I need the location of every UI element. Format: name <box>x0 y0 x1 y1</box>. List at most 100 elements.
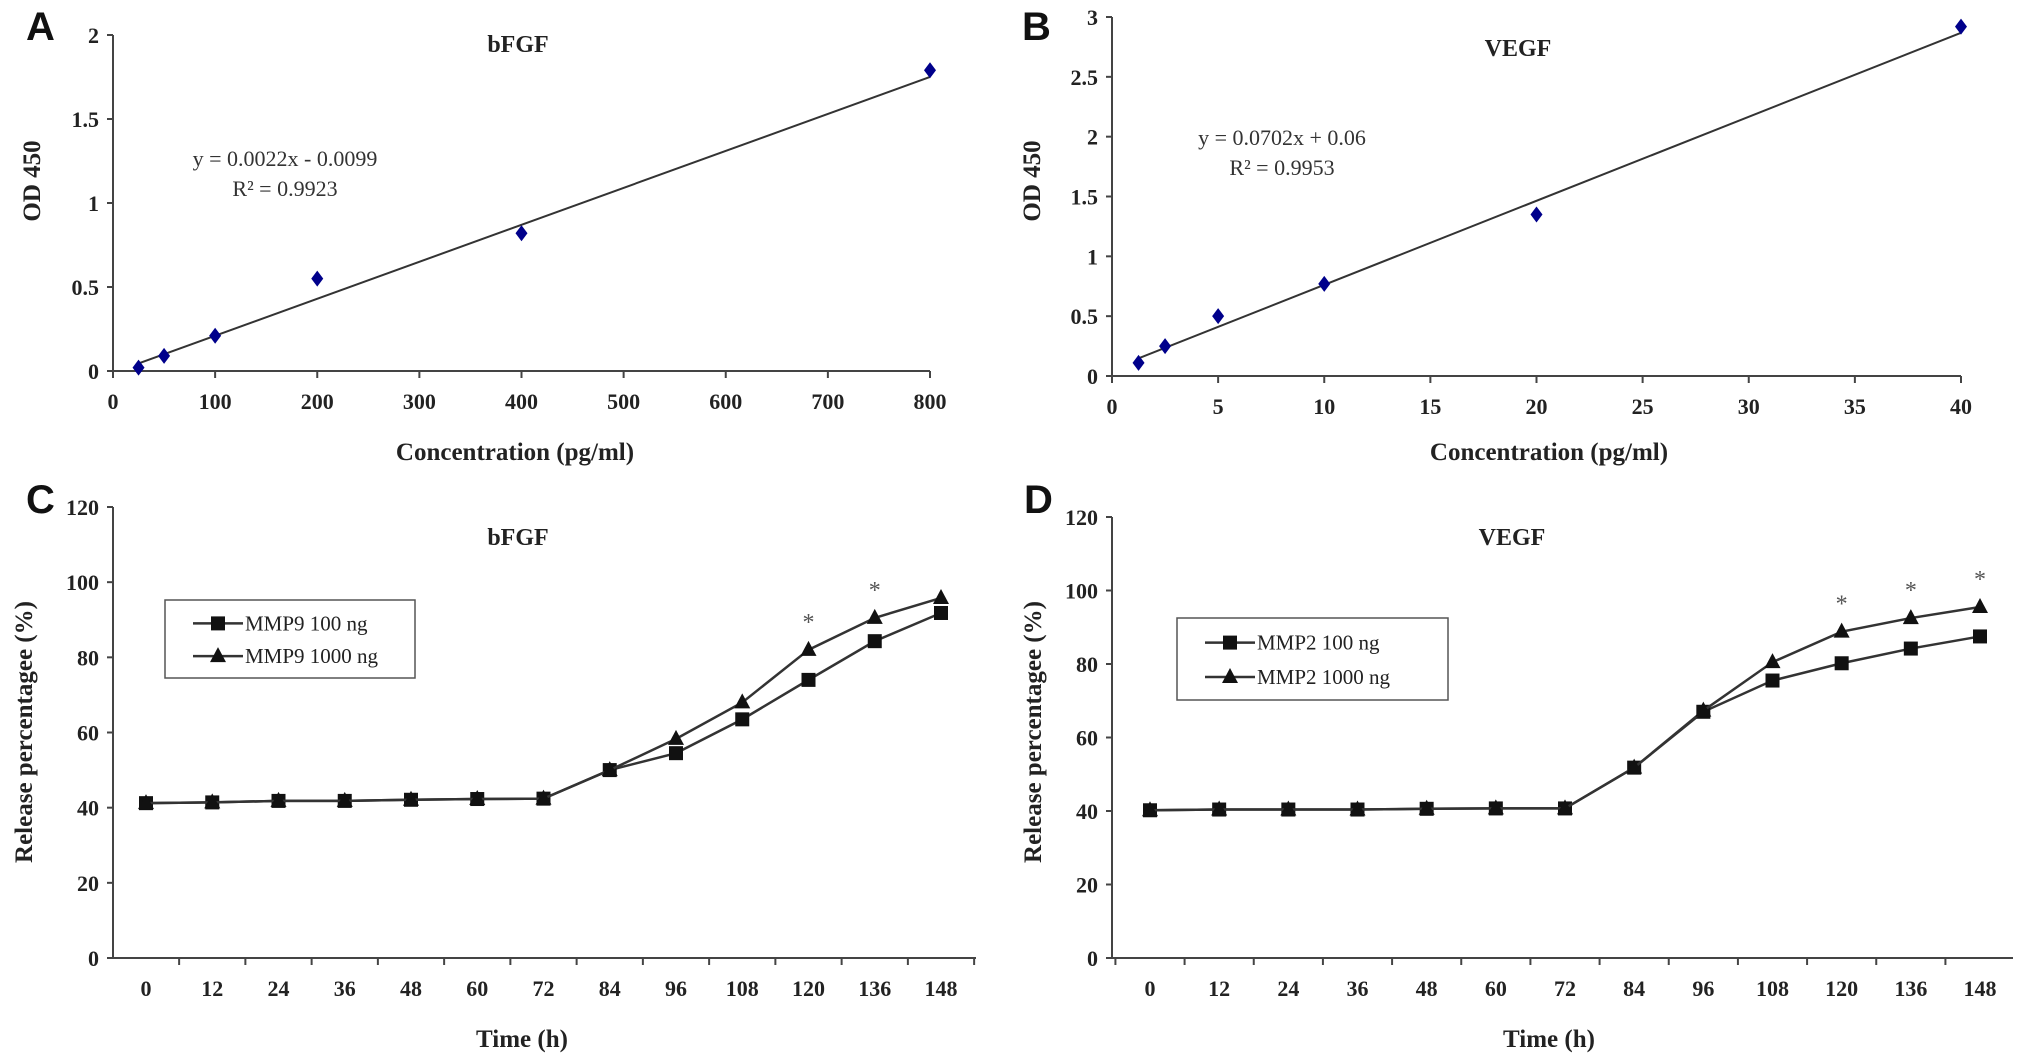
x-axis-label: Time (h) <box>1503 1026 1595 1053</box>
data-point <box>1318 275 1331 292</box>
x-tick-label: 20 <box>1526 394 1548 419</box>
data-point <box>1132 354 1145 371</box>
y-axis-label: Release percentagee (%) <box>1020 601 1047 863</box>
significance-star: * <box>1905 578 1917 604</box>
panel-d: D 0 20 40 60 80 100 120 0 12 24 36 48 60 72 84 96 108 120 1… <box>1020 478 2013 1053</box>
panel-c: C 0 20 40 60 80 100 120 0 12 24 36 48 60 72 84 96 108 120 1… <box>11 478 976 1053</box>
y-tick-label: 1 <box>1087 244 1098 269</box>
data-point-square <box>669 746 683 761</box>
y-tick-label: 0 <box>88 359 99 384</box>
legend-marker-triangle <box>1222 668 1238 684</box>
x-tick-label: 148 <box>1964 976 1997 1001</box>
y-tick-label: 80 <box>77 645 99 670</box>
y-axis-label: Release percentagee (%) <box>11 601 38 863</box>
data-point-square <box>735 712 750 727</box>
data-point-triangle <box>1833 622 1850 638</box>
y-tick-label: 120 <box>66 495 99 520</box>
data-point-triangle <box>668 729 684 745</box>
legend: MMP9 100 ng MMP9 1000 ng <box>164 599 416 679</box>
data-point-triangle <box>469 790 486 806</box>
trendline-equation: y = 0.0022x - 0.0099 <box>193 146 378 171</box>
significance-star: * <box>1836 592 1848 618</box>
data-point <box>515 225 528 242</box>
data-point-square <box>801 672 816 687</box>
y-tick-label: 120 <box>1065 505 1098 530</box>
data-point-square <box>1903 641 1918 656</box>
x-tick-label: 100 <box>199 389 232 414</box>
data-point-triangle <box>1557 799 1573 815</box>
data-point <box>1955 18 1967 35</box>
data-point-triangle <box>138 794 154 810</box>
y-axis-label: OD 450 <box>1019 140 1046 221</box>
data-point-triangle <box>1418 799 1435 815</box>
x-tick-label: 48 <box>1416 976 1438 1001</box>
x-tick-label: 84 <box>599 976 621 1001</box>
legend-label: MMP2 100 ng <box>1257 631 1380 655</box>
data-point-triangle <box>336 791 353 807</box>
x-tick-label: 72 <box>1554 976 1576 1001</box>
data-point-square <box>1973 629 1987 644</box>
data-point-triangle <box>403 790 419 806</box>
y-tick-label: 1 <box>88 191 99 216</box>
legend-box <box>164 599 416 679</box>
y-axis-label: OD 450 <box>19 140 46 221</box>
x-tick-label: 600 <box>709 389 742 414</box>
data-point <box>158 347 171 364</box>
data-point-triangle <box>1972 598 1988 614</box>
y-tick-label: 60 <box>1076 726 1098 751</box>
data-point-square <box>934 605 948 620</box>
data-point <box>209 327 222 344</box>
legend-marker-triangle <box>210 647 226 663</box>
data-point-triangle <box>270 791 287 807</box>
x-tick-label: 10 <box>1313 394 1335 419</box>
y-tick-label: 0.5 <box>1071 304 1099 329</box>
x-tick-label: 96 <box>665 976 687 1001</box>
legend-label: MMP9 1000 ng <box>245 644 379 668</box>
data-point-triangle <box>1142 801 1158 817</box>
x-axis-label: Concentration (pg/ml) <box>1430 439 1668 466</box>
y-tick-label: 2.5 <box>1071 65 1099 90</box>
data-point <box>1159 338 1172 355</box>
panel-b: B00.511.522.530 5 10 15 20 25 30 35 40VEGFConcen… <box>1019 5 1972 466</box>
x-tick-label: 35 <box>1844 394 1866 419</box>
x-tick-label: 15 <box>1419 394 1441 419</box>
x-tick-label: 60 <box>1485 976 1507 1001</box>
data-point-square <box>867 634 882 649</box>
y-tick-label: 2 <box>1087 125 1098 150</box>
data-point-triangle <box>1902 609 1919 625</box>
y-tick-label: 100 <box>66 570 99 595</box>
legend-label: MMP9 100 ng <box>245 611 368 635</box>
y-tick-label: 80 <box>1076 652 1098 677</box>
data-point-triangle <box>1280 800 1297 816</box>
x-tick-label: 24 <box>1277 976 1299 1001</box>
x-tick-label: 36 <box>1347 976 1369 1001</box>
y-tick-label: 0.5 <box>72 275 100 300</box>
data-point-triangle <box>1487 799 1504 815</box>
legend-marker-square <box>211 616 225 631</box>
y-tick-label: 40 <box>1076 799 1098 824</box>
data-point <box>311 270 324 287</box>
x-tick-label: 84 <box>1623 976 1645 1001</box>
x-axis-label: Time (h) <box>476 1026 568 1053</box>
legend: MMP2 100 ng MMP2 1000 ng <box>1176 617 1449 701</box>
x-tick-label: 40 <box>1950 394 1972 419</box>
x-tick-label: 500 <box>607 389 640 414</box>
y-tick-label: 1.5 <box>1071 185 1099 210</box>
x-tick-label: 148 <box>925 976 958 1001</box>
significance-star: * <box>803 610 815 636</box>
x-tick-label: 300 <box>403 389 436 414</box>
y-tick-label: 0 <box>88 946 99 971</box>
x-tick-label: 72 <box>533 976 555 1001</box>
x-tick-label: 200 <box>301 389 334 414</box>
x-tick-label: 120 <box>1825 976 1858 1001</box>
x-tick-label: 48 <box>400 976 422 1001</box>
data-point-triangle <box>1349 800 1366 816</box>
data-point-square <box>1834 656 1849 671</box>
chart-title: bFGF <box>487 32 548 58</box>
data-point-triangle <box>1211 800 1228 816</box>
x-tick-label: 0 <box>1145 976 1156 1001</box>
data-point <box>1212 308 1225 325</box>
significance-star: * <box>869 578 881 604</box>
panel-letter: D <box>1024 478 1053 522</box>
y-tick-label: 20 <box>1076 873 1098 898</box>
